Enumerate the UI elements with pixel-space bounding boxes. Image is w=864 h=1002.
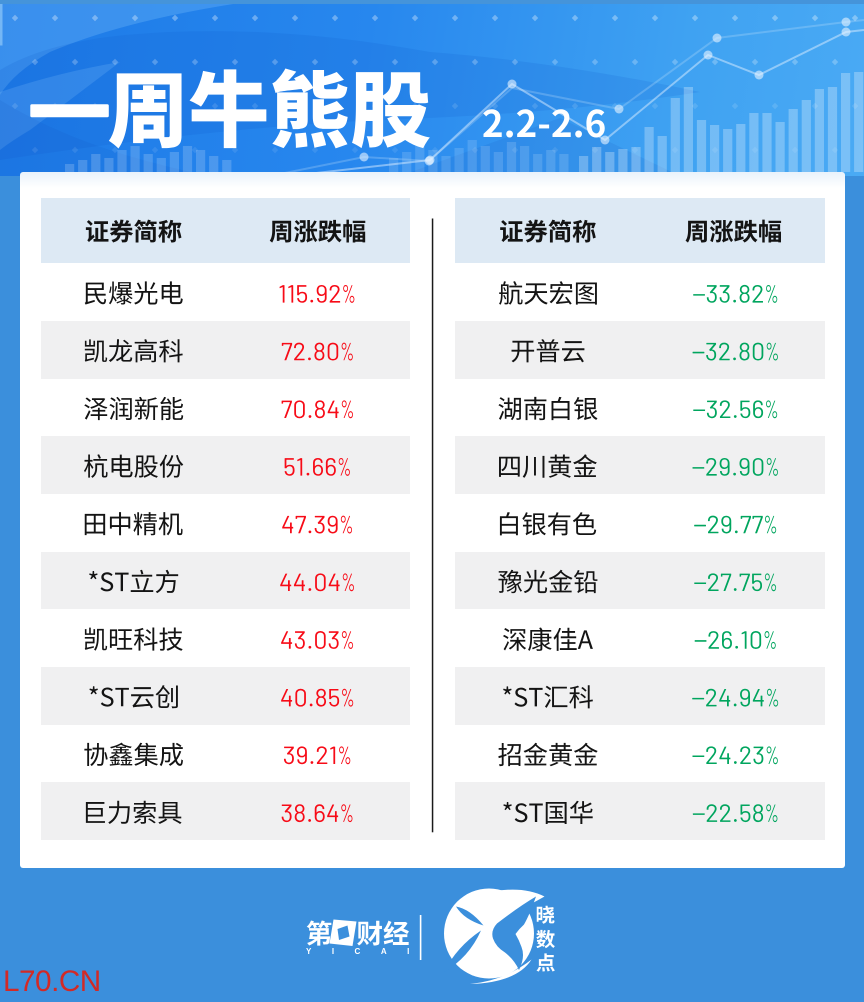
svg-text:YICAI: YICAI <box>306 947 430 956</box>
